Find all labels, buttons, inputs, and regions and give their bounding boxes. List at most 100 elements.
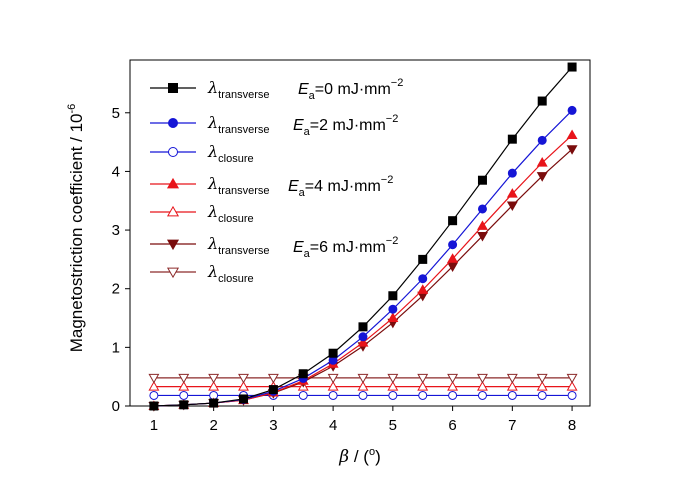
- legend-label: λtransverse: [207, 174, 270, 197]
- x-tick-label: 2: [209, 417, 217, 434]
- marker-triangle-down: [417, 373, 429, 384]
- energy-annotation-3: Ea=6 mJ·mm−2: [293, 235, 398, 260]
- marker-triangle-down: [357, 373, 369, 384]
- marker-triangle-down: [208, 373, 220, 384]
- marker-circle: [537, 135, 547, 145]
- marker-square: [477, 175, 487, 185]
- legend-label: λtransverse: [207, 113, 270, 136]
- marker-square: [418, 254, 428, 264]
- marker-circle: [149, 390, 159, 400]
- x-tick-label: 7: [508, 417, 516, 434]
- plot-frame: [129, 59, 591, 407]
- marker-square: [298, 369, 308, 379]
- marker-circle: [418, 274, 428, 284]
- x-axis-degree: o: [369, 446, 375, 458]
- energy-annotation-2: Ea=4 mJ·mm−2: [288, 174, 393, 199]
- marker-triangle-down: [536, 373, 548, 384]
- marker-square: [537, 96, 547, 106]
- annotation-subscript: a: [299, 187, 306, 199]
- marker-square: [567, 62, 577, 72]
- marker-triangle-down: [477, 231, 488, 242]
- marker-square: [328, 348, 338, 358]
- marker-circle: [507, 168, 517, 178]
- legend-symbol: λ: [207, 174, 218, 193]
- y-tick-label: 1: [112, 339, 120, 356]
- marker-circle: [328, 390, 338, 400]
- legend-symbol: λ: [207, 113, 218, 132]
- marker-circle: [168, 118, 178, 128]
- marker-circle: [358, 332, 368, 342]
- marker-circle: [567, 105, 577, 115]
- y-axis-text: Magnetostriction coefficient / 10: [67, 114, 86, 353]
- marker-triangle-down: [166, 267, 180, 279]
- legend-symbol: λ: [207, 262, 218, 281]
- x-axis-title: β / (o): [338, 446, 380, 467]
- marker-triangle-up: [566, 381, 578, 391]
- marker-circle: [448, 240, 458, 250]
- marker-triangle-down: [536, 172, 548, 182]
- x-tick-label: 1: [150, 417, 158, 434]
- annotation-exponent: −2: [386, 235, 399, 247]
- marker-triangle-down: [387, 373, 399, 384]
- legend: λtransverseλtransverseλclosureλtransvers…: [150, 78, 270, 285]
- marker-square: [239, 394, 249, 404]
- x-axis-text: / (: [349, 447, 369, 466]
- legend-entry-1: λtransverse: [150, 113, 270, 136]
- legend-symbol: λ: [207, 234, 218, 253]
- legend-symbol: λ: [207, 78, 218, 97]
- annotation-exponent: −2: [391, 77, 404, 89]
- x-tick-label: 5: [389, 417, 397, 434]
- plot-area: 1 2 3 4 5 6 7 8 0 1 2 3 4 5 β / (o) Magnetostriction co…: [66, 59, 591, 467]
- annotation-prefix: E: [293, 117, 304, 134]
- marker-triangle-up: [506, 381, 518, 391]
- marker-triangle-up: [506, 188, 518, 198]
- legend-subscript: transverse: [218, 124, 269, 136]
- series-4: [148, 381, 578, 391]
- series-6: [148, 373, 578, 384]
- marker-circle: [168, 147, 178, 157]
- annotation-prefix: E: [298, 81, 309, 98]
- legend-symbol: λ: [207, 142, 218, 161]
- legend-entry-2: λclosure: [150, 142, 254, 165]
- marker-triangle-up: [357, 381, 369, 391]
- legend-label: λclosure: [207, 262, 254, 285]
- marker-square: [358, 322, 368, 332]
- y-axis-title: Magnetostriction coefficient / 10-6: [66, 104, 86, 353]
- x-tick-label: 4: [329, 417, 337, 434]
- marker-square: [149, 401, 159, 411]
- y-tick-label: 4: [112, 163, 120, 180]
- x-tick-label: 6: [448, 417, 456, 434]
- annotation-subscript: a: [304, 248, 311, 260]
- marker-triangle-down: [447, 262, 459, 273]
- marker-triangle-down: [566, 145, 578, 155]
- marker-square: [168, 83, 178, 93]
- legend-entry-5: λtransverse: [150, 234, 270, 257]
- marker-square: [448, 216, 458, 226]
- marker-circle: [507, 390, 517, 400]
- legend-label: λtransverse: [207, 78, 270, 101]
- legend-subscript: transverse: [218, 245, 269, 257]
- marker-triangle-up: [238, 381, 249, 391]
- marker-triangle-up: [166, 205, 180, 217]
- marker-triangle-up: [357, 337, 369, 347]
- x-tick-label: 8: [568, 417, 576, 434]
- marker-circle: [477, 390, 487, 400]
- annotation-exponent: −2: [381, 174, 394, 186]
- marker-triangle-up: [417, 381, 429, 391]
- marker-circle: [358, 390, 368, 400]
- marker-triangle-up: [417, 284, 429, 294]
- y-tick-label: 0: [112, 398, 120, 415]
- marker-square: [268, 385, 278, 395]
- marker-triangle-up: [178, 381, 190, 391]
- marker-circle: [388, 304, 398, 314]
- marker-triangle-up: [447, 253, 459, 263]
- energy-annotation-1: Ea=2 mJ·mm−2: [293, 113, 398, 138]
- legend-subscript: closure: [218, 153, 253, 165]
- marker-square: [209, 398, 219, 408]
- annotation-prefix: E: [288, 178, 299, 195]
- x-axis-symbol: β: [338, 447, 349, 467]
- legend-label: λtransverse: [207, 234, 270, 257]
- marker-triangle-up: [536, 157, 548, 167]
- marker-triangle-down: [238, 373, 249, 384]
- marker-triangle-up: [327, 381, 339, 391]
